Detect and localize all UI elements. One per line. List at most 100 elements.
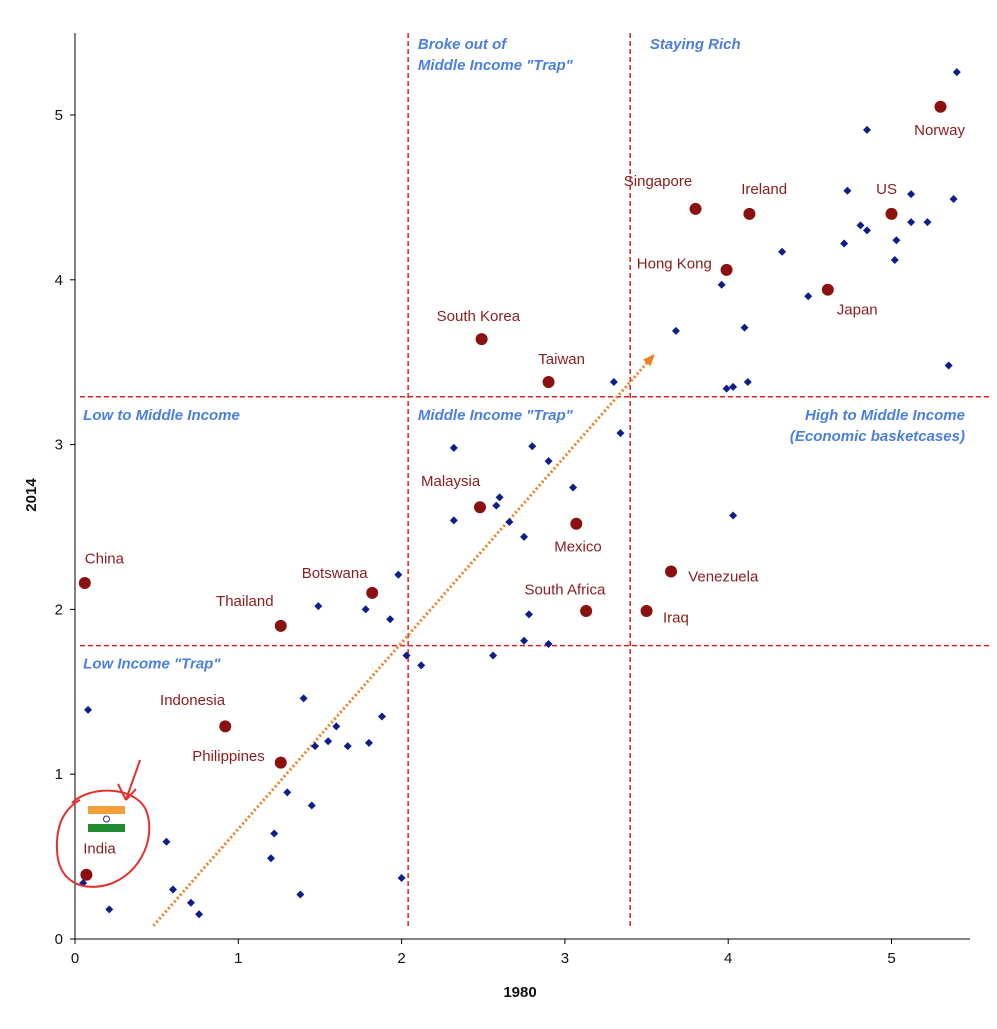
region-label: Middle Income "Trap" bbox=[418, 407, 574, 424]
highlighted-point bbox=[885, 207, 898, 220]
data-point bbox=[84, 705, 93, 714]
country-label: Iraq bbox=[663, 610, 689, 627]
data-point bbox=[324, 737, 333, 746]
y-tick-label: 1 bbox=[55, 766, 63, 783]
y-tick-label: 3 bbox=[55, 437, 63, 454]
data-point bbox=[332, 722, 341, 731]
data-point bbox=[520, 636, 529, 645]
data-point bbox=[949, 195, 958, 204]
data-point bbox=[717, 280, 726, 289]
data-point bbox=[299, 694, 308, 703]
data-point bbox=[361, 605, 370, 614]
data-point bbox=[270, 829, 279, 838]
y-tick-label: 4 bbox=[55, 272, 63, 289]
region-label: (Economic basketcases) bbox=[790, 428, 965, 445]
country-label: Venezuela bbox=[688, 568, 759, 585]
data-point bbox=[907, 190, 916, 199]
data-point bbox=[524, 610, 533, 619]
data-point bbox=[386, 615, 395, 624]
data-point bbox=[743, 377, 752, 386]
trend-arrow-group bbox=[152, 352, 656, 927]
highlighted-point bbox=[219, 720, 232, 733]
highlighted-point bbox=[570, 517, 583, 530]
data-point bbox=[168, 885, 177, 894]
data-point bbox=[569, 483, 578, 492]
data-point bbox=[890, 256, 899, 265]
data-points bbox=[78, 68, 961, 919]
data-point bbox=[489, 651, 498, 660]
country-label: India bbox=[83, 840, 116, 857]
data-point bbox=[195, 910, 204, 919]
country-label: Norway bbox=[914, 122, 965, 139]
country-label: Indonesia bbox=[160, 692, 226, 709]
data-point bbox=[449, 443, 458, 452]
data-point bbox=[740, 323, 749, 332]
highlighted-point bbox=[821, 283, 834, 296]
india-flag-icon bbox=[88, 806, 125, 832]
data-point bbox=[492, 501, 501, 510]
highlighted-point bbox=[542, 375, 555, 388]
highlighted-point bbox=[78, 577, 91, 590]
y-tick-label: 0 bbox=[55, 931, 63, 948]
region-label: High to Middle Income bbox=[805, 407, 965, 424]
data-point bbox=[364, 738, 373, 747]
data-point bbox=[402, 651, 411, 660]
y-tick-label: 5 bbox=[55, 107, 63, 124]
highlighted-point bbox=[366, 586, 379, 599]
highlighted-point bbox=[274, 619, 287, 632]
highlighted-point bbox=[665, 565, 678, 578]
data-point bbox=[840, 239, 849, 248]
data-point bbox=[804, 292, 813, 301]
country-label: South Korea bbox=[437, 308, 521, 325]
data-point bbox=[952, 68, 961, 77]
country-label: South Africa bbox=[524, 582, 606, 599]
country-label: Taiwan bbox=[538, 351, 585, 368]
data-point bbox=[520, 532, 529, 541]
highlighted-point bbox=[274, 756, 287, 769]
country-label: Philippines bbox=[192, 748, 265, 765]
region-label: Staying Rich bbox=[650, 36, 741, 53]
data-point bbox=[907, 218, 916, 227]
country-label: Thailand bbox=[216, 593, 274, 610]
country-label: China bbox=[85, 550, 125, 567]
data-point bbox=[923, 218, 932, 227]
data-point bbox=[162, 837, 171, 846]
data-point bbox=[863, 125, 872, 134]
data-point bbox=[417, 661, 426, 670]
highlighted-point bbox=[743, 207, 756, 220]
y-axis-label: 2014 bbox=[23, 478, 40, 512]
country-label: Japan bbox=[837, 301, 878, 318]
data-point bbox=[311, 742, 320, 751]
data-point bbox=[544, 640, 553, 649]
data-point bbox=[394, 570, 403, 579]
highlight-circle bbox=[55, 789, 151, 888]
data-point bbox=[671, 326, 680, 335]
x-axis-label: 1980 bbox=[503, 984, 536, 1001]
country-label: Singapore bbox=[624, 173, 692, 190]
threshold-lines bbox=[80, 33, 990, 928]
x-tick-label: 0 bbox=[71, 950, 79, 967]
data-point bbox=[778, 247, 787, 256]
highlighted-point bbox=[475, 333, 488, 346]
data-point bbox=[343, 742, 352, 751]
data-point bbox=[314, 602, 323, 611]
data-point bbox=[307, 801, 316, 810]
highlighted-point bbox=[720, 263, 733, 276]
data-point bbox=[609, 377, 618, 386]
data-point bbox=[495, 493, 504, 502]
country-label: Botswana bbox=[302, 565, 369, 582]
data-point bbox=[856, 221, 865, 230]
trend-arrow bbox=[152, 352, 656, 927]
data-point bbox=[892, 236, 901, 245]
data-point bbox=[863, 226, 872, 235]
data-point bbox=[186, 898, 195, 907]
x-tick-label: 3 bbox=[561, 950, 569, 967]
region-label: Broke out of bbox=[418, 36, 508, 53]
data-point bbox=[544, 457, 553, 466]
region-label: Low Income "Trap" bbox=[83, 656, 221, 673]
highlighted-point bbox=[473, 501, 486, 514]
country-label: US bbox=[876, 181, 897, 198]
highlighted-point bbox=[934, 100, 947, 113]
data-point bbox=[722, 384, 731, 393]
